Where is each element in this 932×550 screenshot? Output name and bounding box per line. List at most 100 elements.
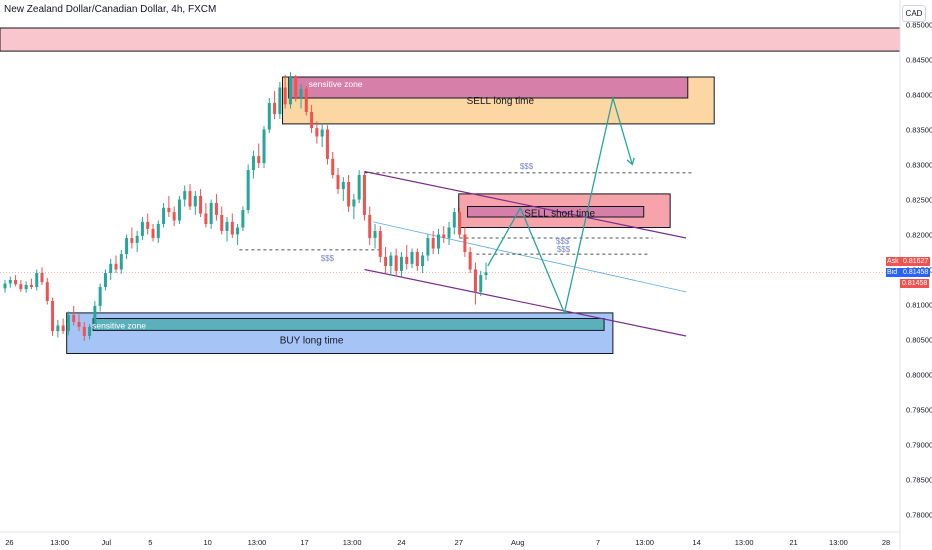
candle-body: [294, 77, 298, 98]
candle-body: [40, 273, 44, 283]
candle-body: [452, 212, 456, 228]
candle-body: [278, 87, 282, 115]
candle-body: [220, 214, 224, 231]
candle-body: [458, 212, 462, 235]
candle-body: [98, 287, 102, 306]
candle-body: [331, 158, 335, 175]
y-tick-label: 0.83000: [906, 161, 932, 170]
candle-body: [188, 191, 192, 207]
x-tick-label: 27: [455, 538, 463, 547]
candle-body: [66, 315, 70, 332]
candle-body: [283, 87, 287, 105]
sensitive-zone-bottom-label: sensitive zone: [92, 321, 146, 331]
sensitive-zone-top: [288, 76, 689, 99]
candle-body: [405, 256, 409, 264]
chart-title: New Zealand Dollar/Canadian Dollar, 4h, …: [4, 4, 217, 15]
candle-body: [273, 102, 277, 115]
candle-body: [431, 238, 435, 249]
candle-body: [352, 199, 356, 207]
x-tick-label: 17: [300, 538, 308, 547]
candle-body: [394, 255, 398, 271]
candle-body: [463, 234, 467, 252]
candle-body: [230, 221, 234, 235]
candle-body: [172, 212, 176, 221]
candle-body: [299, 88, 303, 98]
candle-body: [119, 254, 123, 270]
y-tick-label: 0.79500: [906, 406, 932, 415]
candle-body: [310, 112, 314, 129]
candle-body: [140, 221, 144, 236]
ask-price-tag: Ask 0.81627: [886, 257, 931, 266]
buy-long-label: BUY long time: [280, 336, 344, 347]
y-tick-label: 0.80500: [906, 336, 932, 345]
y-tick-label: 0.85000: [906, 21, 932, 30]
x-tick-label: 26: [5, 538, 13, 547]
x-tick-label: 13:00: [829, 538, 848, 547]
candle-body: [442, 234, 446, 238]
currency-badge[interactable]: CAD: [902, 5, 926, 22]
candle-body: [82, 326, 86, 336]
candle-body: [257, 156, 261, 164]
candle-body: [473, 269, 477, 292]
candle-body: [341, 182, 345, 189]
candle-body: [8, 280, 12, 284]
candle-body: [389, 255, 393, 266]
candle-body: [378, 231, 382, 257]
candle-body: [479, 275, 483, 292]
candle-body: [357, 175, 361, 200]
x-tick-label: 5: [148, 538, 152, 547]
candle-body: [29, 284, 33, 287]
candle-body: [114, 263, 118, 270]
x-tick-label: 13:00: [635, 538, 654, 547]
candle-body: [93, 305, 97, 327]
y-tick-label: 0.80000: [906, 371, 932, 380]
candle-body: [347, 182, 351, 207]
candle-body: [362, 175, 366, 215]
x-tick-label: 14: [692, 538, 700, 547]
candle-body: [167, 207, 171, 213]
y-tick-label: 0.84000: [906, 91, 932, 100]
y-tick-label: 0.78000: [906, 511, 932, 520]
candle-body: [436, 234, 440, 249]
last-price-tag: 0.81458: [900, 279, 930, 288]
top-resistance-band: [0, 27, 901, 52]
candle-body: [484, 272, 488, 276]
candle-body: [177, 199, 181, 221]
candle-body: [45, 282, 49, 301]
candle-body: [315, 128, 319, 137]
candle-body: [468, 252, 472, 270]
x-tick-label: 24: [397, 538, 405, 547]
channel-lower-line: [364, 268, 687, 337]
last-value: 0.81458: [900, 279, 930, 288]
candle-body: [61, 325, 65, 332]
sensitive-zone-bottom: [92, 318, 605, 331]
sensitive-zone-top-label: sensitive zone: [309, 79, 363, 89]
candle-body: [204, 213, 208, 224]
candle-body: [304, 88, 308, 112]
candle-body: [162, 207, 166, 224]
candle-body: [246, 170, 250, 210]
candle-body: [103, 273, 107, 287]
candle-body: [72, 315, 76, 322]
candle-body: [19, 284, 23, 290]
y-tick-label: 0.78500: [906, 476, 932, 485]
candle-body: [373, 231, 377, 238]
y-tick-label: 0.84500: [906, 56, 932, 65]
candle-body: [447, 227, 451, 238]
candle-body: [368, 214, 372, 238]
candle-body: [183, 191, 187, 200]
candle-body: [415, 252, 419, 266]
x-tick-label: 13:00: [248, 538, 267, 547]
candle-body: [135, 235, 139, 243]
sell-short-label: SELL short time: [524, 209, 595, 220]
candle-body: [35, 273, 39, 287]
ask-value: 0.81627: [901, 257, 931, 266]
liquidity-label-1: $$$: [520, 162, 534, 171]
x-tick-label: Jul: [102, 538, 112, 547]
candles-layer: [3, 72, 488, 341]
candle-body: [426, 238, 430, 256]
x-tick-label: 7: [596, 538, 600, 547]
x-tick-label: 13:00: [50, 538, 69, 547]
x-tick-label: 28: [882, 538, 890, 547]
